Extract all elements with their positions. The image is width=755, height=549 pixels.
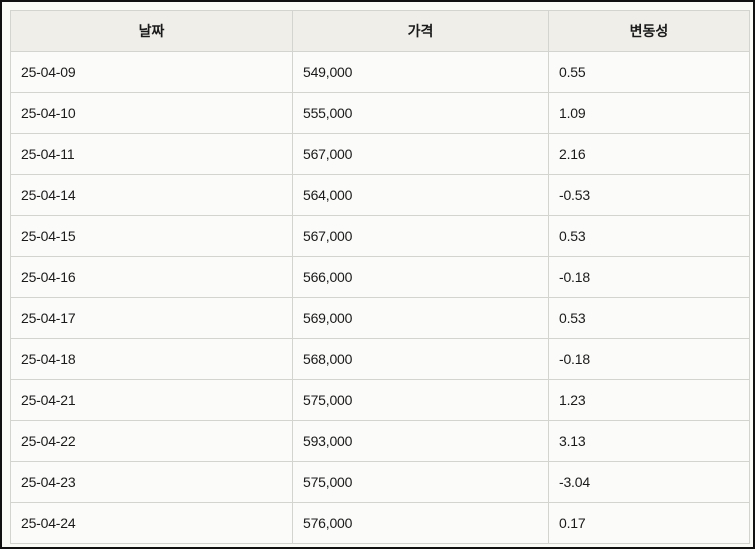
cell-price: 568,000 (292, 338, 549, 380)
cell-date: 25-04-09 (10, 51, 293, 93)
header-date: 날짜 (10, 10, 293, 52)
cell-date: 25-04-15 (10, 215, 293, 257)
cell-date: 25-04-18 (10, 338, 293, 380)
cell-price: 576,000 (292, 502, 549, 544)
cell-volatility: 3.13 (548, 420, 750, 462)
cell-price: 567,000 (292, 133, 549, 175)
cell-date: 25-04-16 (10, 256, 293, 298)
cell-volatility: 0.53 (548, 215, 750, 257)
cell-date: 25-04-22 (10, 420, 293, 462)
cell-volatility: 1.09 (548, 92, 750, 134)
cell-volatility: -0.18 (548, 338, 750, 380)
cell-date: 25-04-10 (10, 92, 293, 134)
cell-price: 575,000 (292, 461, 549, 503)
table-row: 25-04-18 568,000 -0.18 (10, 338, 750, 380)
cell-volatility: 0.17 (548, 502, 750, 544)
cell-date: 25-04-11 (10, 133, 293, 175)
table-row: 25-04-17 569,000 0.53 (10, 297, 750, 339)
cell-price: 549,000 (292, 51, 549, 93)
cell-price: 569,000 (292, 297, 549, 339)
cell-volatility: -3.04 (548, 461, 750, 503)
cell-date: 25-04-17 (10, 297, 293, 339)
cell-price: 555,000 (292, 92, 549, 134)
table-row: 25-04-09 549,000 0.55 (10, 51, 750, 93)
cell-date: 25-04-14 (10, 174, 293, 216)
table-row: 25-04-22 593,000 3.13 (10, 420, 750, 462)
header-volatility: 변동성 (548, 10, 750, 52)
cell-price: 593,000 (292, 420, 549, 462)
header-price: 가격 (292, 10, 549, 52)
cell-date: 25-04-24 (10, 502, 293, 544)
cell-date: 25-04-21 (10, 379, 293, 421)
cell-date: 25-04-23 (10, 461, 293, 503)
table-row: 25-04-14 564,000 -0.53 (10, 174, 750, 216)
table-row: 25-04-16 566,000 -0.18 (10, 256, 750, 298)
cell-price: 575,000 (292, 379, 549, 421)
cell-volatility: 0.55 (548, 51, 750, 93)
cell-price: 564,000 (292, 174, 549, 216)
cell-price: 567,000 (292, 215, 549, 257)
price-table: 날짜 가격 변동성 25-04-09 549,000 0.55 25-04-10… (10, 10, 750, 544)
table-row: 25-04-23 575,000 -3.04 (10, 461, 750, 503)
cell-volatility: 2.16 (548, 133, 750, 175)
header-row: 날짜 가격 변동성 (10, 10, 750, 52)
table-row: 25-04-24 576,000 0.17 (10, 502, 750, 544)
cell-volatility: -0.53 (548, 174, 750, 216)
table-row: 25-04-10 555,000 1.09 (10, 92, 750, 134)
table-row: 25-04-11 567,000 2.16 (10, 133, 750, 175)
cell-price: 566,000 (292, 256, 549, 298)
cell-volatility: -0.18 (548, 256, 750, 298)
table-row: 25-04-21 575,000 1.23 (10, 379, 750, 421)
cell-volatility: 1.23 (548, 379, 750, 421)
cell-volatility: 0.53 (548, 297, 750, 339)
table-row: 25-04-15 567,000 0.53 (10, 215, 750, 257)
